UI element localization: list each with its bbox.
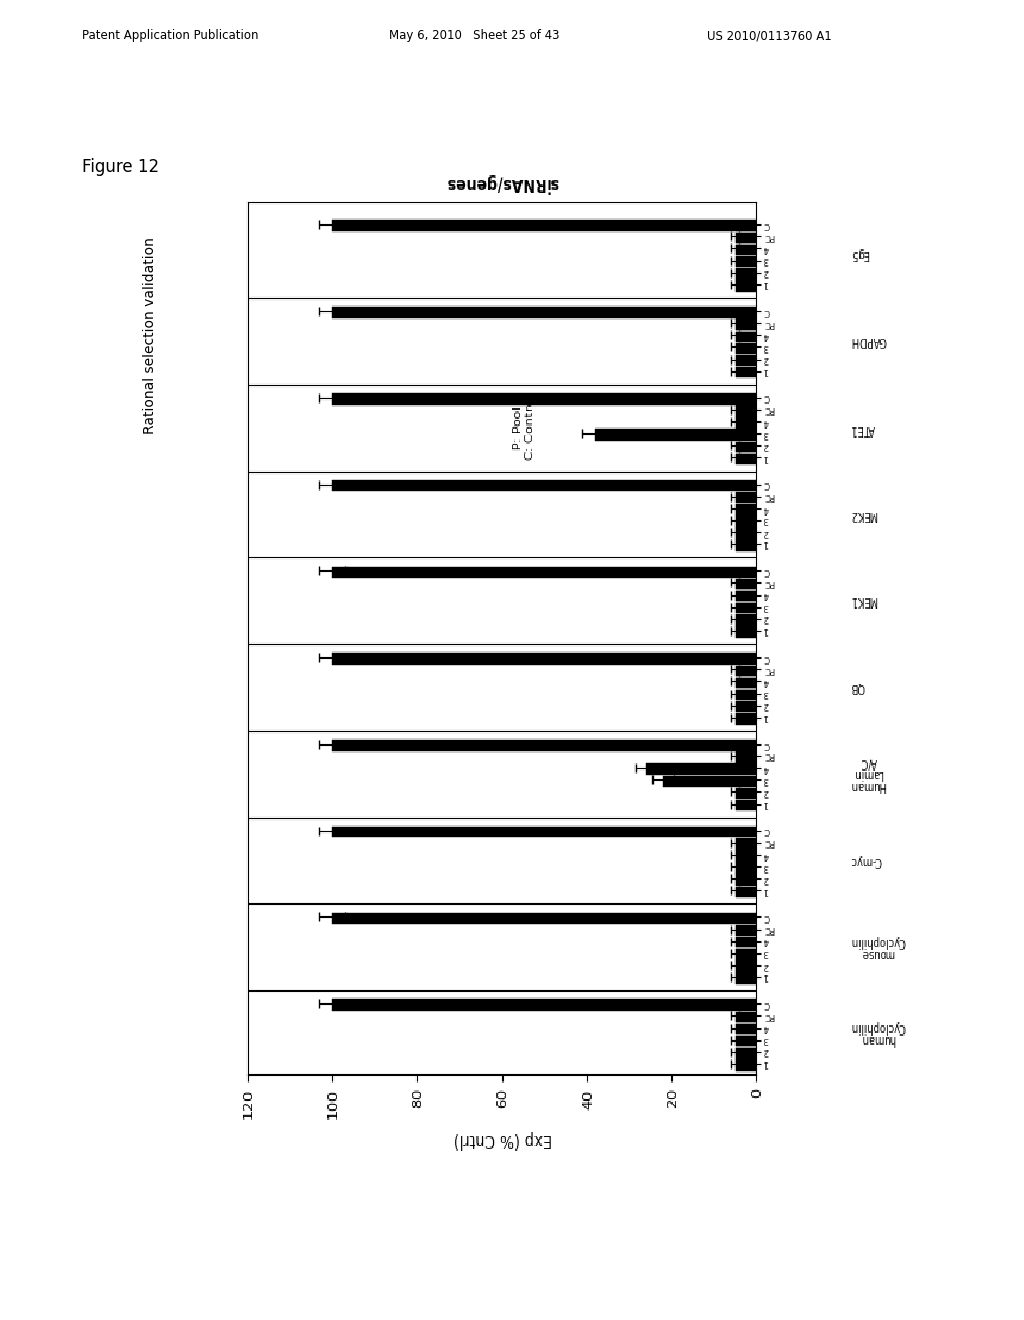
Text: US 2010/0113760 A1: US 2010/0113760 A1 <box>707 29 831 42</box>
Text: Patent Application Publication: Patent Application Publication <box>82 29 258 42</box>
Text: May 6, 2010   Sheet 25 of 43: May 6, 2010 Sheet 25 of 43 <box>389 29 560 42</box>
Text: Figure 12: Figure 12 <box>82 158 159 177</box>
Text: Rational selection validation: Rational selection validation <box>143 238 158 434</box>
